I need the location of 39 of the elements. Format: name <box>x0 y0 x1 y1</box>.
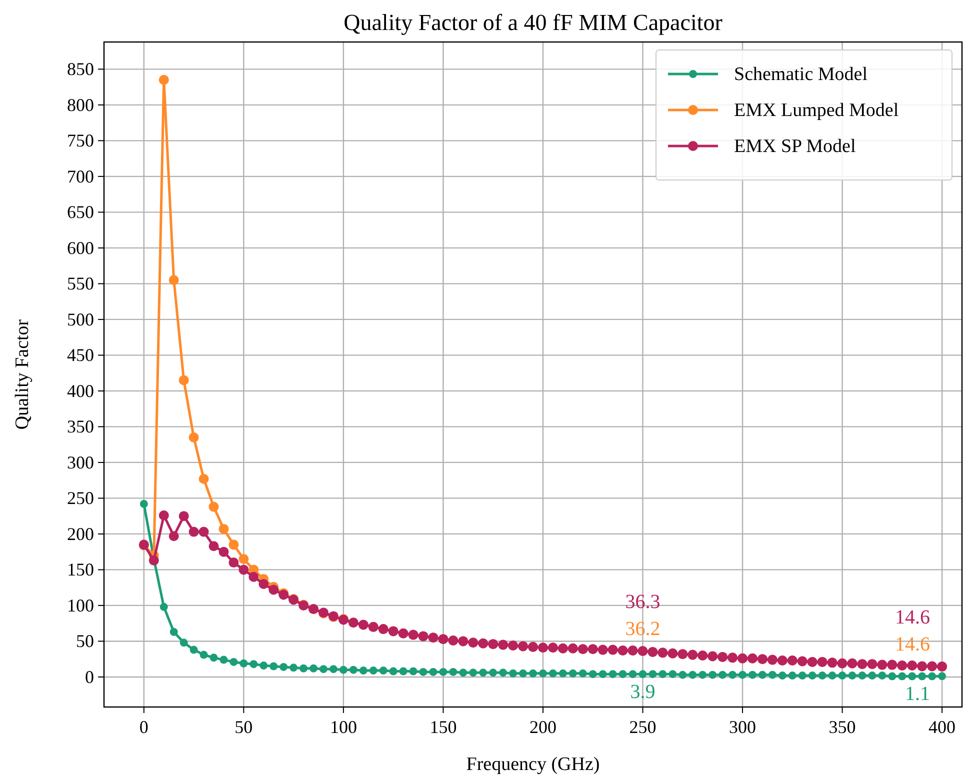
y-tick-label: 800 <box>67 94 94 115</box>
y-tick-label: 650 <box>67 202 94 222</box>
x-tick-label: 200 <box>529 717 556 737</box>
y-tick-label: 100 <box>67 595 94 616</box>
y-tick-label: 450 <box>67 345 94 366</box>
data-label: 3.9 <box>630 681 656 704</box>
y-tick-label: 200 <box>67 524 94 544</box>
y-tick-label: 300 <box>67 452 94 472</box>
y-tick-label: 350 <box>67 416 94 437</box>
legend-label: Schematic Model <box>734 64 868 85</box>
y-tick-label: 0 <box>85 666 94 687</box>
y-tick-label: 750 <box>67 130 94 151</box>
x-axis-title: Frequency (GHz) <box>466 754 600 775</box>
y-tick-label: 400 <box>67 380 94 401</box>
x-tick-label: 300 <box>729 717 756 737</box>
y-tick-label: 50 <box>76 631 94 652</box>
y-tick-label: 500 <box>67 309 94 330</box>
y-tick-label: 150 <box>67 560 94 580</box>
x-tick-label: 400 <box>928 717 956 737</box>
y-tick-label: 550 <box>67 274 94 294</box>
data-label: 36.3 <box>625 591 660 614</box>
x-tick-label: 350 <box>828 717 856 737</box>
legend-label: EMX Lumped Model <box>734 100 899 121</box>
y-tick-label: 250 <box>67 488 94 508</box>
chart-title: Quality Factor of a 40 fF MIM Capacitor <box>344 10 723 35</box>
x-tick-label: 0 <box>139 717 148 737</box>
data-label: 14.6 <box>895 606 930 629</box>
data-label: 1.1 <box>905 683 930 706</box>
y-tick-label: 700 <box>67 166 94 186</box>
x-tick-label: 150 <box>430 717 457 737</box>
legend-label: EMX SP Model <box>734 136 856 157</box>
data-label: 36.2 <box>625 618 660 640</box>
x-tick-label: 100 <box>330 717 357 737</box>
y-tick-label: 600 <box>67 238 94 258</box>
y-axis-title: Quality Factor <box>12 318 33 430</box>
data-label: 14.6 <box>895 634 930 656</box>
x-tick-label: 250 <box>629 717 656 737</box>
y-tick-label: 850 <box>67 59 94 80</box>
x-tick-label: 50 <box>234 717 253 737</box>
